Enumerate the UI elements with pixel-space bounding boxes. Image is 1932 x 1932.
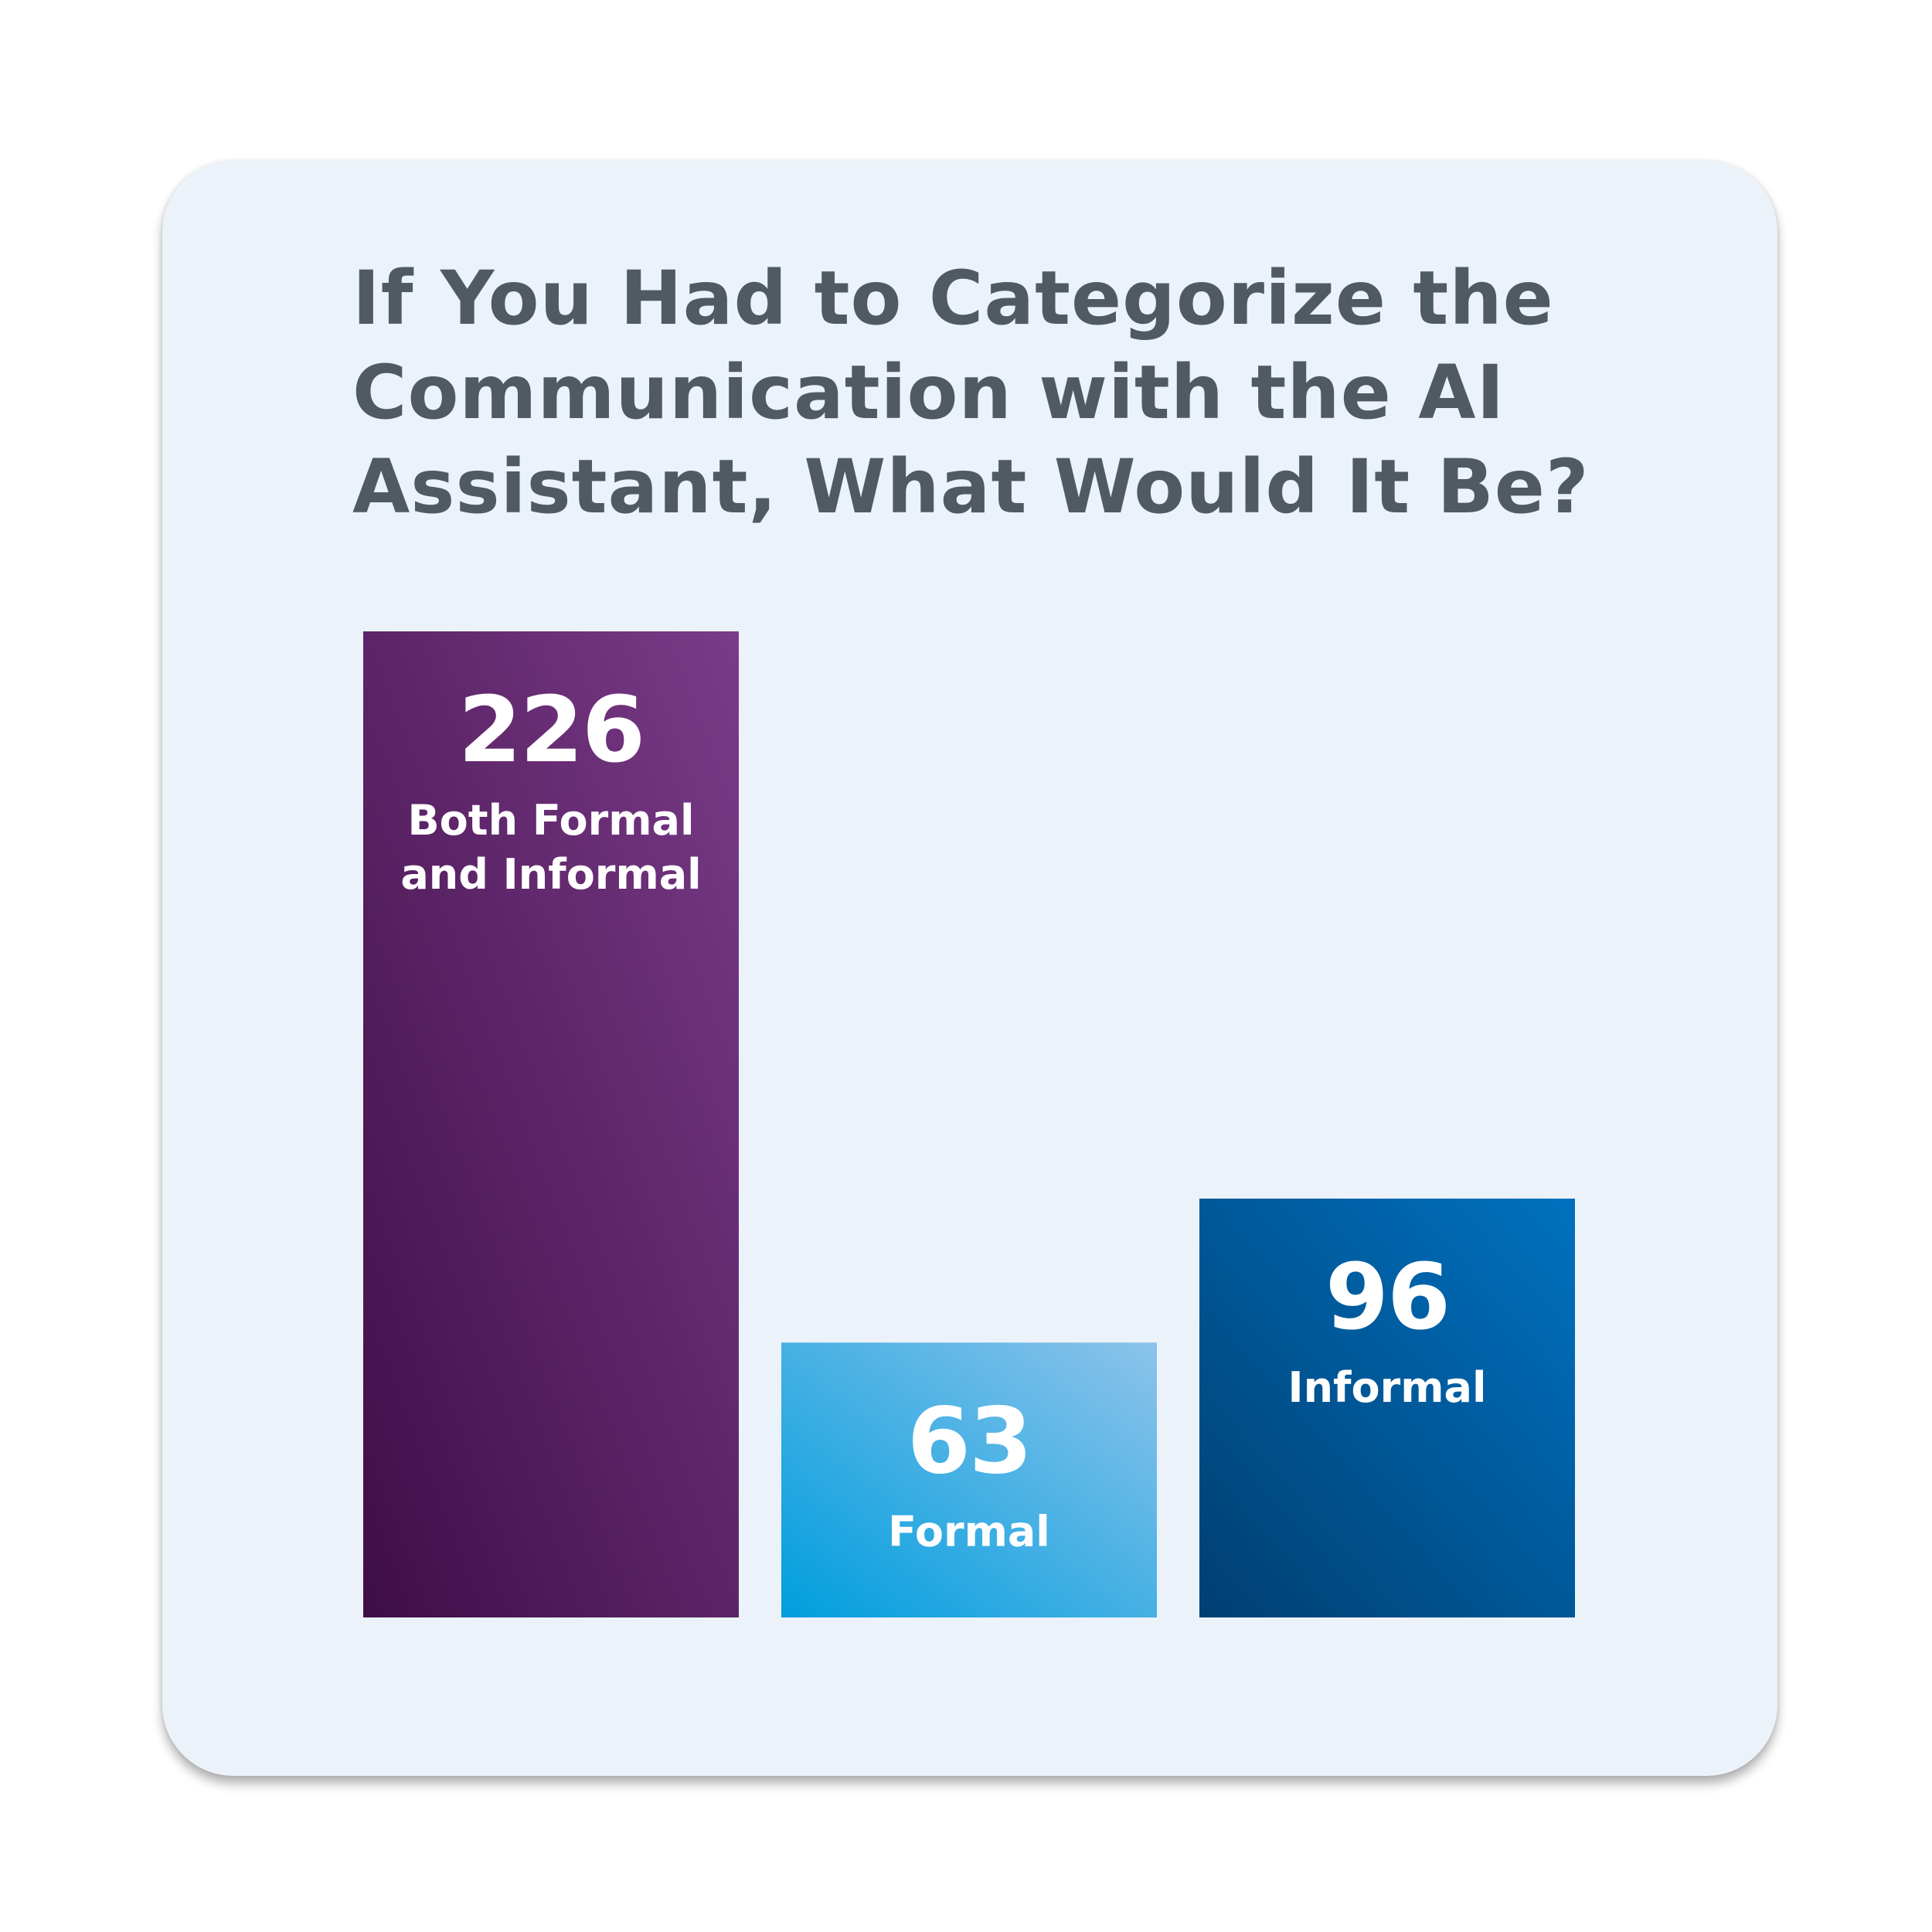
bar-formal (781, 1342, 1157, 1617)
value-label-both-formal-and-informal: 226 (458, 676, 644, 783)
bar-both-formal-and-informal (363, 631, 739, 1617)
bar-informal (1199, 1198, 1575, 1617)
labels-group: 226 Both Formal and Informal 63 Formal 96 Info… (400, 676, 1486, 1556)
chart-title: If You Had to Categorize the Communicati… (352, 255, 1590, 530)
category-label-both-formal-and-informal-line-1: Both Formal (408, 796, 695, 845)
value-label-informal: 96 (1325, 1243, 1449, 1350)
category-label-informal: Informal (1288, 1363, 1487, 1412)
category-label-both-formal-and-informal-line-2: and Informal (400, 850, 701, 899)
category-label-formal: Formal (888, 1507, 1050, 1556)
bars-group (363, 631, 1575, 1617)
value-label-formal: 63 (907, 1387, 1031, 1494)
